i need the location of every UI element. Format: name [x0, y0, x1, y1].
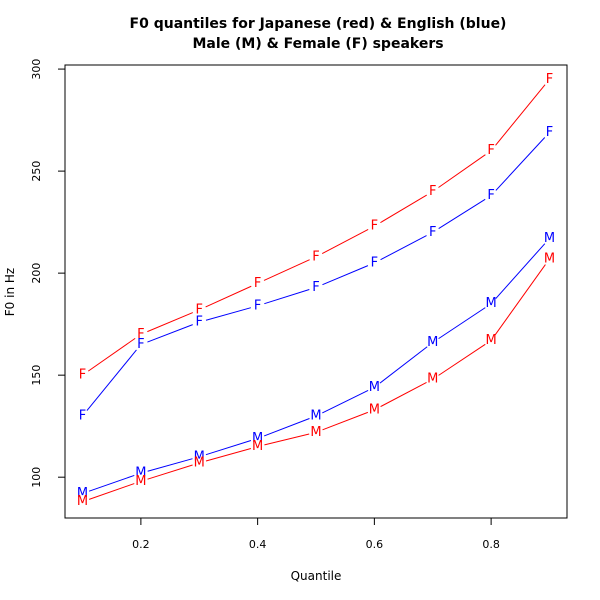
x-tick-label: 0.8 [482, 538, 500, 551]
series-0-segment [147, 312, 193, 333]
series-3-point: M [486, 333, 497, 348]
series-2-point: M [427, 335, 438, 350]
series-1-segment [86, 349, 137, 411]
series-0-point: F [371, 219, 378, 234]
series-0-point: F [137, 327, 144, 342]
chart-title-line-1: F0 quantiles for Japanese (red) & Englis… [130, 16, 507, 32]
series-1-segment [322, 265, 369, 286]
series-2-segment [438, 307, 486, 340]
series-1-point: F [196, 315, 203, 330]
series-3-segment [322, 411, 369, 431]
series-1-segment [264, 289, 310, 305]
series-3-segment [380, 382, 427, 408]
series-0-segment [495, 84, 546, 146]
series-2-segment [322, 390, 369, 414]
series-0-point: F [79, 368, 86, 383]
series-1-point: F [137, 337, 144, 352]
series-1-segment [147, 324, 193, 343]
x-tick-label: 0.6 [366, 538, 384, 551]
series-1-point: F [79, 408, 86, 423]
series-2-segment [147, 458, 193, 472]
series-1-point: F [429, 225, 436, 240]
series-1-point: F [487, 188, 494, 203]
series-2-segment [379, 346, 428, 384]
y-tick-label: 250 [30, 161, 43, 182]
series-3-point: M [194, 455, 205, 470]
x-axis: 0.2 0.4 0.6 0.8 [132, 518, 500, 551]
plot-frame [64, 64, 568, 519]
y-tick-label: 100 [30, 467, 43, 488]
series-0-segment [438, 154, 486, 188]
series-2-point: M [252, 431, 263, 446]
series-0-segment [87, 337, 136, 372]
series-0-point: F [429, 184, 436, 199]
series-0-point: F [312, 249, 319, 264]
series-0-segment [263, 259, 310, 281]
y-axis: 100 150 200 250 300 [30, 59, 65, 488]
y-tick-label: 150 [30, 365, 43, 386]
series-3-point: M [427, 372, 438, 387]
series-1-segment [495, 137, 546, 191]
x-axis-title: Quantile [291, 569, 342, 583]
series-2-segment [205, 440, 252, 456]
series-3-segment [147, 464, 193, 480]
series-0-point: F [487, 143, 494, 158]
y-tick-label: 200 [30, 263, 43, 284]
series-0-segment [380, 194, 427, 224]
series-3-segment [88, 483, 135, 500]
series-2-point: M [486, 296, 497, 311]
y-tick-label: 300 [30, 59, 43, 80]
series-1-point: F [312, 280, 319, 295]
series-1-point: F [254, 298, 261, 313]
series-1-segment [205, 307, 252, 321]
series-2-point: M [135, 466, 146, 481]
series-2-segment [495, 243, 546, 299]
y-axis-title: F0 in Hz [3, 268, 17, 316]
series-1-segment [380, 235, 427, 261]
series-3-segment [494, 264, 546, 336]
series-2-point: M [369, 380, 380, 395]
x-tick-label: 0.2 [132, 538, 150, 551]
chart-title-line-2: Male (M) & Female (F) speakers [192, 36, 443, 52]
series-2-point: M [544, 231, 555, 246]
series-0-segment [321, 229, 369, 255]
series-3-segment [264, 433, 310, 446]
series-1-point: F [371, 255, 378, 270]
series-3-point: M [77, 494, 88, 509]
series-3-point: M [310, 425, 321, 440]
series-0-segment [205, 285, 252, 308]
x-tick-label: 0.4 [249, 538, 267, 551]
series-3-point: M [369, 402, 380, 417]
series-2-segment [263, 418, 310, 437]
series-3-point: M [252, 439, 263, 454]
series-3-segment [205, 447, 252, 462]
series-0-point: F [254, 276, 261, 291]
series-1-segment [438, 198, 486, 230]
series-1-point: F [546, 125, 553, 140]
series-0-point: F [196, 302, 203, 317]
series-3-segment [438, 343, 486, 376]
series-3-point: M [544, 251, 555, 266]
series-2-segment [88, 474, 135, 492]
series-3-point: M [135, 474, 146, 489]
series-2-point: M [77, 486, 88, 501]
series-2-point: M [194, 449, 205, 464]
series-0-point: F [546, 72, 553, 87]
series-2-point: M [310, 408, 321, 423]
